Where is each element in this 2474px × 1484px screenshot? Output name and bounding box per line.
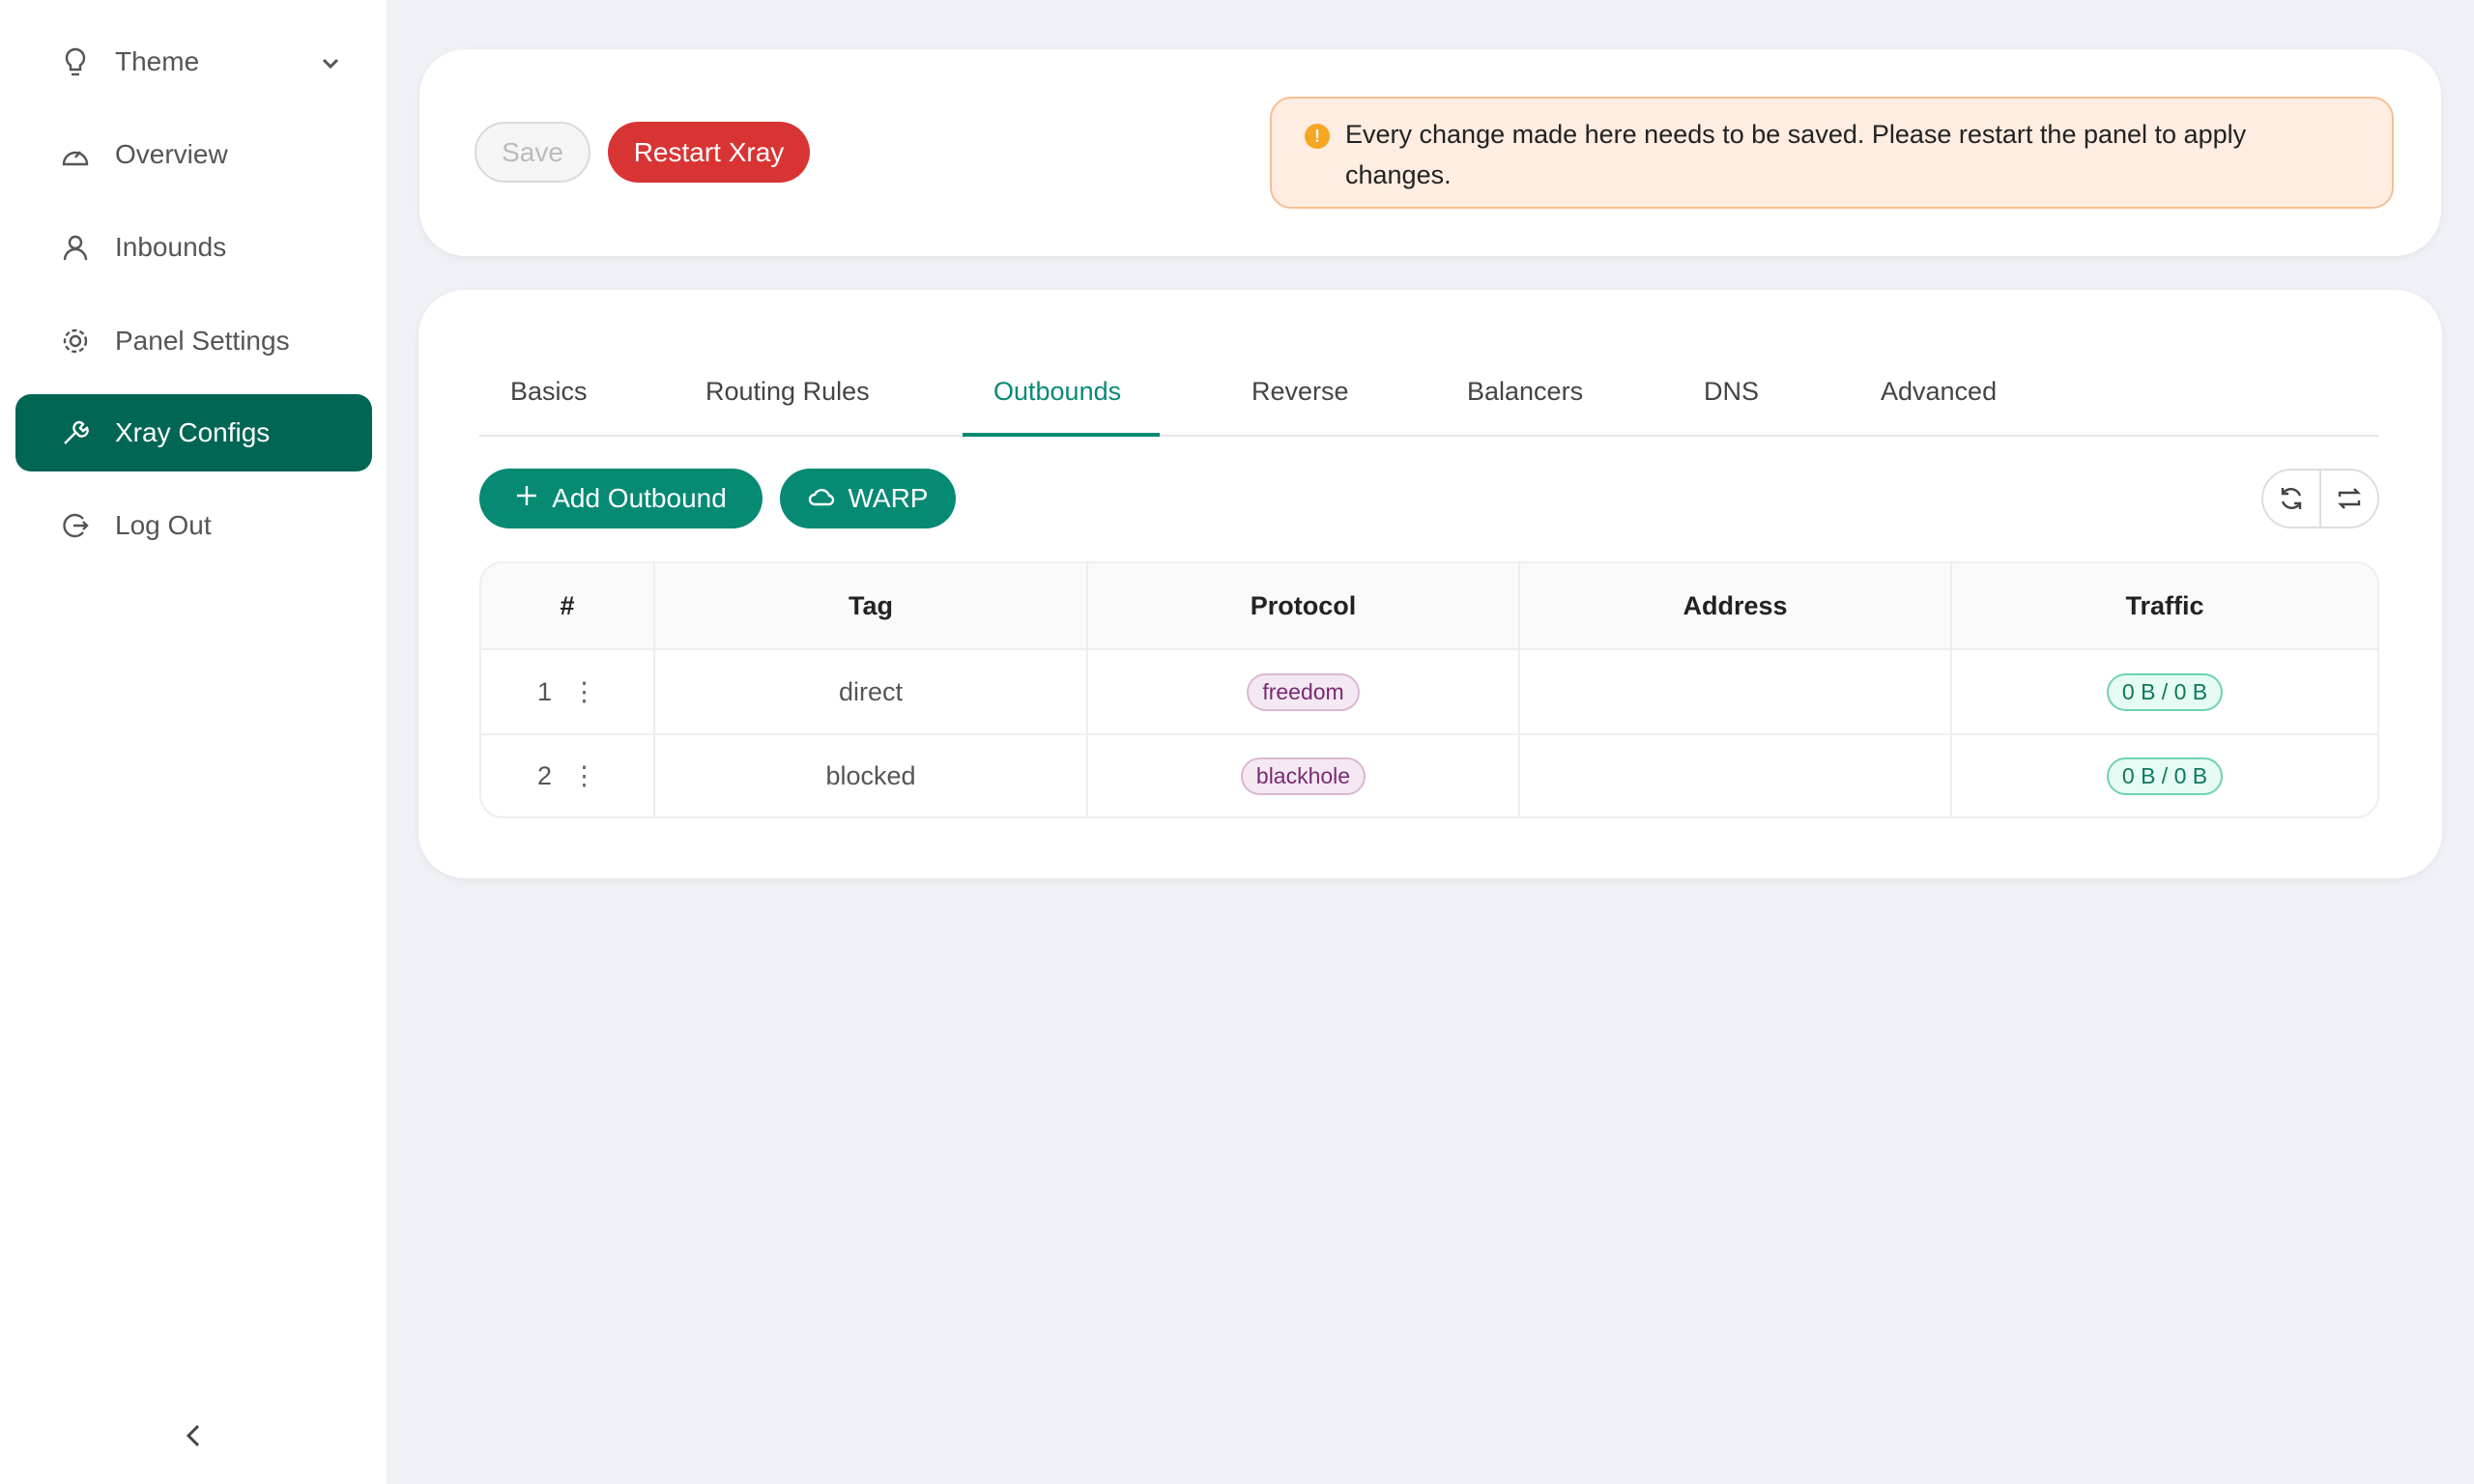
- warning-alert: ! Every change made here needs to be sav…: [1270, 97, 2394, 209]
- address-cell: [1518, 733, 1950, 816]
- address-cell: [1518, 650, 1950, 733]
- traffic-cell: 0 B / 0 B: [1950, 650, 2377, 733]
- user-icon: [60, 232, 91, 263]
- cloud-icon: [808, 483, 835, 514]
- row-number-cell: 2 ⋮: [481, 733, 653, 816]
- refresh-icon[interactable]: [2263, 471, 2319, 527]
- table-row: 2 ⋮ blocked blackhole 0 B / 0 B: [481, 733, 2377, 816]
- protocol-badge: freedom: [1247, 672, 1360, 711]
- collapse-sidebar-icon[interactable]: [179, 1416, 208, 1455]
- traffic-badge: 0 B / 0 B: [2106, 756, 2224, 795]
- sidebar-item-inbounds[interactable]: Inbounds: [15, 209, 372, 286]
- row-number: 2: [536, 760, 553, 790]
- add-outbound-label: Add Outbound: [552, 483, 727, 513]
- sidebar-item-label: Overview: [115, 139, 228, 169]
- active-tab-indicator: [963, 433, 1160, 437]
- bulb-icon: [60, 46, 91, 77]
- dashboard-icon: [60, 139, 91, 170]
- tab-reverse[interactable]: Reverse: [1251, 377, 1349, 406]
- tab-bar: Basics Routing Rules Outbounds Reverse B…: [479, 357, 2379, 437]
- sidebar-item-label: Log Out: [115, 510, 212, 540]
- sidebar-item-xray-configs[interactable]: Xray Configs: [15, 394, 372, 471]
- column-header-num: #: [481, 563, 653, 650]
- sidebar-item-label: Panel Settings: [115, 326, 290, 356]
- tab-advanced[interactable]: Advanced: [1881, 377, 1998, 406]
- row-number: 1: [536, 676, 553, 706]
- sidebar-item-log-out[interactable]: Log Out: [15, 487, 372, 564]
- sidebar-item-panel-settings[interactable]: Panel Settings: [15, 302, 372, 380]
- tab-dns[interactable]: DNS: [1704, 377, 1760, 406]
- add-outbound-button[interactable]: Add Outbound: [479, 469, 762, 528]
- tab-outbounds[interactable]: Outbounds: [993, 377, 1122, 406]
- tag-cell: blocked: [653, 733, 1086, 816]
- swap-icon[interactable]: [2319, 471, 2377, 527]
- sidebar-item-label: Inbounds: [115, 232, 227, 262]
- plus-icon: [515, 483, 538, 514]
- chevron-down-icon[interactable]: [321, 46, 340, 77]
- row-number-cell: 1 ⋮: [481, 650, 653, 733]
- tab-balancers[interactable]: Balancers: [1467, 377, 1584, 406]
- protocol-cell: blackhole: [1086, 733, 1518, 816]
- warp-button[interactable]: WARP: [780, 469, 956, 528]
- traffic-cell: 0 B / 0 B: [1950, 733, 2377, 816]
- protocol-badge: blackhole: [1240, 756, 1366, 795]
- column-header-traffic[interactable]: Traffic: [1950, 563, 2377, 650]
- table-row: 1 ⋮ direct freedom 0 B / 0 B: [481, 650, 2377, 733]
- column-header-protocol[interactable]: Protocol: [1086, 563, 1518, 650]
- gear-icon: [60, 326, 91, 357]
- outbounds-table: # Tag Protocol Address Traffic 1 ⋮ direct…: [479, 561, 2379, 818]
- traffic-badge: 0 B / 0 B: [2106, 672, 2224, 711]
- warning-icon: !: [1305, 124, 1330, 149]
- tab-routing-rules[interactable]: Routing Rules: [705, 377, 870, 406]
- restart-xray-button[interactable]: Restart Xray: [608, 122, 810, 183]
- tab-basics[interactable]: Basics: [510, 377, 588, 406]
- protocol-cell: freedom: [1086, 650, 1518, 733]
- column-header-tag[interactable]: Tag: [653, 563, 1086, 650]
- logout-icon: [60, 510, 91, 541]
- sidebar-item-theme[interactable]: Theme: [15, 23, 372, 100]
- save-button[interactable]: Save: [475, 122, 590, 183]
- more-vertical-icon[interactable]: ⋮: [571, 676, 598, 706]
- wrench-icon: [60, 417, 91, 448]
- more-vertical-icon[interactable]: ⋮: [571, 760, 598, 790]
- warp-label: WARP: [848, 483, 929, 513]
- sidebar-item-overview[interactable]: Overview: [15, 116, 372, 193]
- column-header-address[interactable]: Address: [1518, 563, 1950, 650]
- alert-text: Every change made here needs to be saved…: [1345, 120, 2247, 189]
- sidebar-item-label: Theme: [115, 46, 200, 76]
- sidebar-item-label: Xray Configs: [115, 417, 271, 447]
- sidebar: Theme Overview Inbounds Panel Settings X…: [0, 0, 387, 1484]
- tag-cell: direct: [653, 650, 1086, 733]
- table-actions: [2261, 469, 2379, 528]
